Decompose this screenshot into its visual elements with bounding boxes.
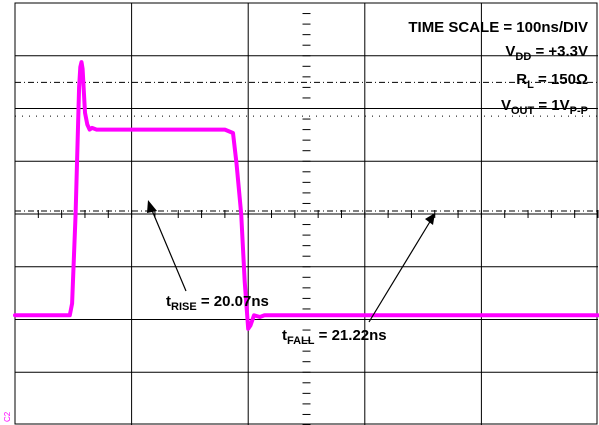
- time-scale-label: TIME SCALE = 100ns/DIV: [408, 19, 588, 36]
- trace-line: [13, 60, 599, 331]
- rise-arrow-line: [150, 207, 187, 292]
- settings-annotations: TIME SCALE = 100ns/DIV VDD = +3.3V RL = …: [408, 19, 588, 117]
- vout-label: VOUT = 1VP-P: [501, 97, 588, 117]
- rise-time-annotation: tRISE = 20.07ns: [147, 200, 269, 313]
- fall-arrow-line: [368, 219, 432, 323]
- reference-lines: [15, 81, 598, 215]
- channel-label: C2: [3, 411, 12, 422]
- rl-label: RL = 150Ω: [516, 71, 588, 91]
- plot-grid: [14, 2, 599, 425]
- rise-arrow-head: [147, 200, 157, 213]
- rise-time-label: tRISE = 20.07ns: [166, 293, 269, 313]
- fall-arrow-head: [425, 213, 435, 225]
- waveform-trace: [13, 60, 599, 331]
- fall-time-annotation: tFALL = 21.22ns: [282, 213, 435, 347]
- vdd-label: VDD = +3.3V: [505, 43, 588, 63]
- fall-time-label: tFALL = 21.22ns: [282, 327, 387, 347]
